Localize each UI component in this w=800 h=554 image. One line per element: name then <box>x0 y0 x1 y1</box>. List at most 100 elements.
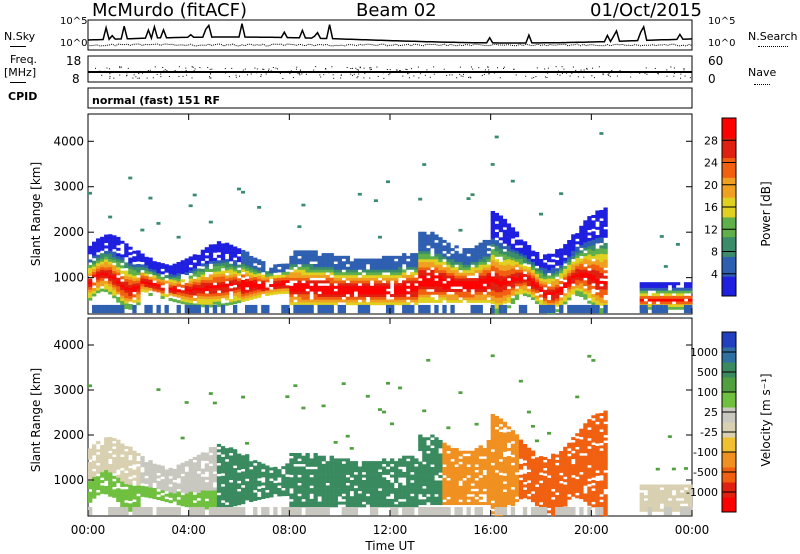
heatmap-cell <box>341 469 347 473</box>
heatmap-cell <box>365 477 371 481</box>
heatmap-cell <box>571 472 576 476</box>
heatmap-cell <box>144 278 149 282</box>
heatmap-cell <box>462 472 467 476</box>
heatmap-cell <box>293 504 298 508</box>
heatmap-cell <box>200 455 206 459</box>
heatmap-cell <box>349 280 355 284</box>
heatmap-cell <box>414 264 419 268</box>
heatmap-cell <box>530 507 536 516</box>
heatmap-cell <box>265 287 270 291</box>
heatmap-cell <box>482 502 487 506</box>
heatmap-cell <box>587 216 592 220</box>
heatmap-cell <box>470 502 475 506</box>
heatmap-cell <box>510 249 516 253</box>
heatmap-cell <box>438 280 443 284</box>
heatmap-cell <box>547 496 552 500</box>
heatmap-cell <box>470 272 475 276</box>
heatmap-cell <box>373 266 379 270</box>
heatmap-cell <box>289 299 294 303</box>
heatmap-cell <box>224 448 230 452</box>
heatmap-cell <box>353 264 359 268</box>
heatmap-cell <box>587 246 592 250</box>
heatmap-cell <box>357 296 363 300</box>
heatmap-cell <box>486 280 491 284</box>
heatmap-cell <box>579 277 584 281</box>
heatmap-cell <box>369 477 375 481</box>
heatmap-cell <box>196 293 202 297</box>
heatmap-cell <box>675 290 681 294</box>
heatmap-cell <box>398 386 403 390</box>
heatmap-cell <box>555 489 560 493</box>
freq-label: Freq. <box>10 53 38 66</box>
heatmap-cell <box>466 294 471 298</box>
heatmap-cell <box>241 260 246 264</box>
heatmap-cell <box>502 462 508 466</box>
heatmap-cell <box>192 486 198 490</box>
heatmap-cell <box>583 272 588 276</box>
heatmap-cell <box>454 289 459 293</box>
nave-dot <box>178 66 180 68</box>
heatmap-cell <box>212 500 218 504</box>
heatmap-cell <box>591 302 596 306</box>
heatmap-cell <box>498 477 504 481</box>
heatmap-cell <box>547 459 552 463</box>
heatmap-cell <box>599 209 604 213</box>
heatmap-cell <box>277 288 282 292</box>
heatmap-cell <box>289 294 294 298</box>
heatmap-cell <box>406 474 411 478</box>
heatmap-cell <box>454 480 459 484</box>
heatmap-cell <box>390 485 395 489</box>
heatmap-cell <box>249 296 254 300</box>
heatmap-cell <box>321 471 326 475</box>
heatmap-cell <box>426 483 431 487</box>
heatmap-cell <box>571 275 576 279</box>
heatmap-cell <box>216 301 222 305</box>
heatmap-cell <box>599 259 604 263</box>
nave-dot <box>547 72 549 74</box>
nave-dot <box>396 69 398 71</box>
heatmap-cell <box>522 249 528 253</box>
heatmap-cell <box>478 280 483 284</box>
nave-dot <box>400 70 402 72</box>
heatmap-cell <box>148 495 153 499</box>
heatmap-cell <box>120 284 125 288</box>
heatmap-cell <box>518 493 524 497</box>
heatmap-cell <box>450 278 455 282</box>
heatmap-cell <box>104 237 109 241</box>
heatmap-cell <box>498 304 504 314</box>
heatmap-cell <box>196 500 202 504</box>
heatmap-cell <box>152 266 157 270</box>
heatmap-cell <box>212 279 218 283</box>
heatmap-cell <box>92 495 97 499</box>
heatmap-cell <box>140 286 145 290</box>
heatmap-cell <box>567 304 572 314</box>
heatmap-cell <box>538 458 544 462</box>
heatmap-cell <box>120 259 125 263</box>
heatmap-cell <box>414 296 419 300</box>
heatmap-cell <box>212 244 218 248</box>
heatmap-cell <box>426 304 431 314</box>
heatmap-cell <box>341 261 347 265</box>
heatmap-cell <box>120 475 125 479</box>
heatmap-cell <box>422 234 427 238</box>
heatmap-cell <box>530 461 536 465</box>
heatmap-cell <box>402 463 407 467</box>
heatmap-cell <box>132 280 137 284</box>
nave-dot <box>539 71 541 73</box>
heatmap-cell <box>148 287 153 291</box>
heatmap-cell <box>442 477 447 481</box>
heatmap-cell <box>120 507 125 516</box>
heatmap-cell <box>357 480 363 483</box>
heatmap-cell <box>555 481 560 485</box>
heatmap-cell <box>92 490 97 494</box>
heatmap-cell <box>329 272 334 276</box>
heatmap-cell <box>575 268 580 272</box>
nave-dot <box>654 67 656 69</box>
heatmap-cell <box>329 474 334 478</box>
nave-dot <box>515 74 517 76</box>
freq-trace <box>88 66 692 79</box>
heatmap-cell <box>200 495 206 499</box>
heatmap-cell <box>333 269 338 273</box>
heatmap-cell <box>466 272 471 276</box>
heatmap-cell <box>152 463 157 467</box>
